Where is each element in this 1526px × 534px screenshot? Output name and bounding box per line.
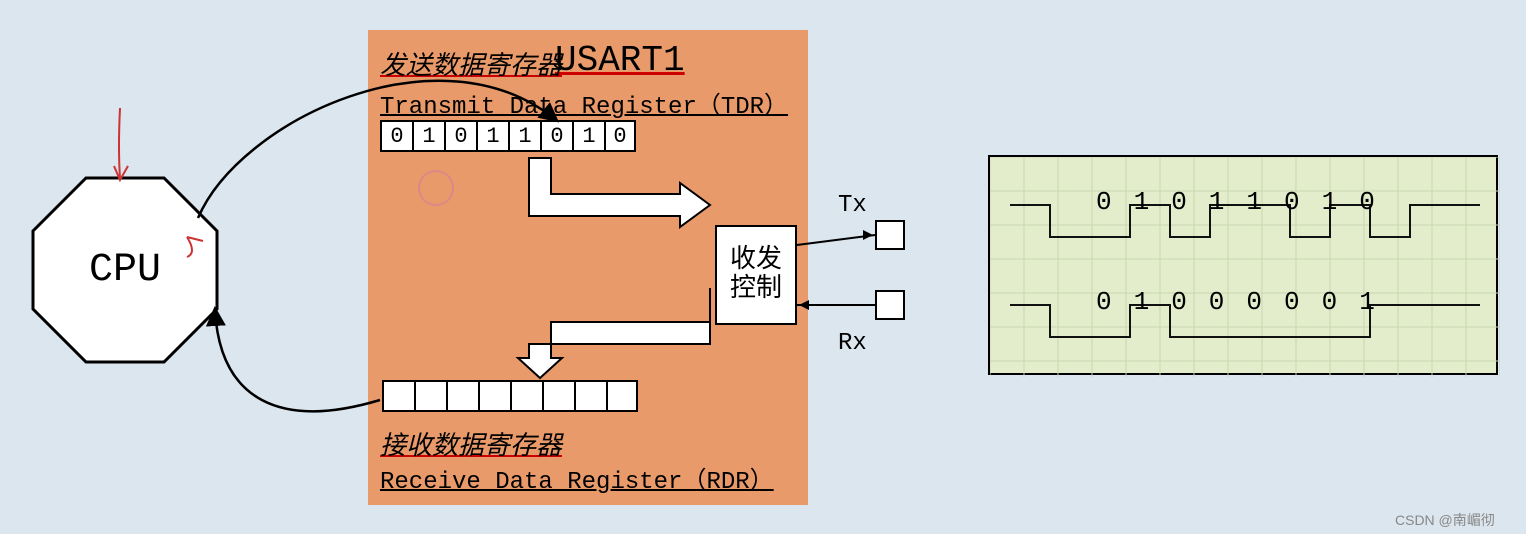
watermark: CSDN @南嵋彻: [1395, 510, 1495, 530]
rx-waveform-bits: 01000001: [1096, 287, 1397, 317]
tx-waveform-bits: 01011010: [1096, 187, 1397, 217]
cpu-label: CPU: [89, 248, 161, 293]
